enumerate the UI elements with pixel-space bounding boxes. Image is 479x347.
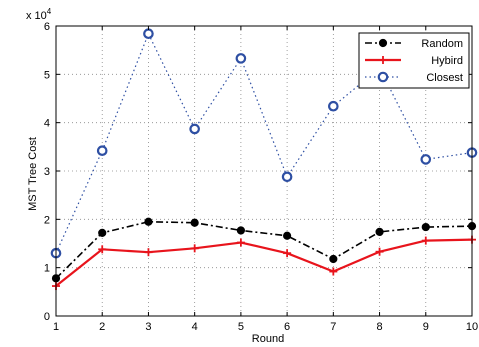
legend-marker-random	[378, 38, 388, 48]
data-point-random	[98, 228, 107, 237]
data-point-closest	[281, 171, 293, 183]
y-tick-label: 0	[44, 311, 50, 323]
y-axis-label: MST Tree Cost	[27, 137, 39, 211]
x-tick-label: 2	[99, 321, 105, 333]
x-tick-label: 5	[238, 321, 244, 333]
data-point-closest	[328, 100, 339, 112]
data-point-hybird	[144, 248, 153, 257]
y-tick-label: 2	[44, 214, 50, 226]
x-tick-label: 3	[145, 321, 151, 333]
x-tick-label: 8	[376, 321, 382, 333]
data-point-closest	[420, 154, 432, 165]
y-tick-label: 6	[44, 21, 50, 33]
series-random	[51, 217, 477, 283]
data-point-hybird	[329, 267, 338, 276]
data-point-hybird	[236, 238, 245, 247]
legend-marker-closest	[377, 71, 389, 83]
series-closest	[50, 28, 478, 259]
data-point-hybird	[421, 236, 430, 245]
legend-label-random: Random	[421, 38, 463, 50]
y-multiplier-exponent: 4	[47, 7, 52, 16]
x-tick-label: 10	[466, 321, 478, 333]
x-tick-label: 7	[330, 321, 336, 333]
y-tick-label: 5	[44, 69, 50, 81]
data-point-random	[421, 222, 430, 232]
data-point-hybird	[98, 245, 107, 254]
x-tick-label: 1	[53, 321, 59, 333]
legend-label-closest: Closest	[426, 72, 463, 84]
data-point-random	[236, 226, 245, 235]
series-hybird	[52, 235, 476, 291]
series-layer	[50, 28, 478, 291]
series-line-random	[55, 220, 473, 279]
data-point-closest	[235, 53, 247, 64]
y-tick-label: 1	[44, 263, 50, 275]
y-tick-label: 3	[44, 166, 50, 178]
y-tick-label: 4	[44, 118, 50, 130]
legend: Random Hybird Closest	[358, 32, 470, 89]
legend-label-hybird: Hybird	[431, 55, 463, 67]
x-tick-labels: 1 2 3 4 5 6 7 8 9 10	[53, 321, 478, 333]
series-line-hybird	[55, 238, 473, 287]
legend-marker-hybird	[379, 56, 387, 64]
data-point-random	[283, 231, 292, 240]
data-point-closest	[143, 28, 154, 40]
x-tick-label: 6	[284, 321, 290, 333]
data-point-random	[144, 217, 153, 226]
axis-ticks	[55, 25, 473, 317]
data-point-hybird	[375, 247, 384, 256]
data-point-random	[375, 227, 384, 236]
y-axis-multiplier: x 104	[26, 7, 52, 22]
data-point-closest	[96, 145, 108, 156]
series-line-closest	[55, 33, 473, 254]
x-tick-label: 4	[192, 321, 198, 333]
x-axis-label: Round	[252, 333, 284, 345]
x-tick-label: 9	[423, 321, 429, 333]
data-point-random	[329, 254, 338, 264]
data-point-hybird	[190, 244, 199, 253]
data-point-random	[190, 218, 199, 227]
data-point-closest	[189, 123, 200, 135]
y-multiplier-base: x 10	[26, 10, 47, 22]
y-tick-labels: 0 1 2 3 4 5 6	[44, 21, 50, 323]
data-point-hybird	[283, 249, 292, 258]
